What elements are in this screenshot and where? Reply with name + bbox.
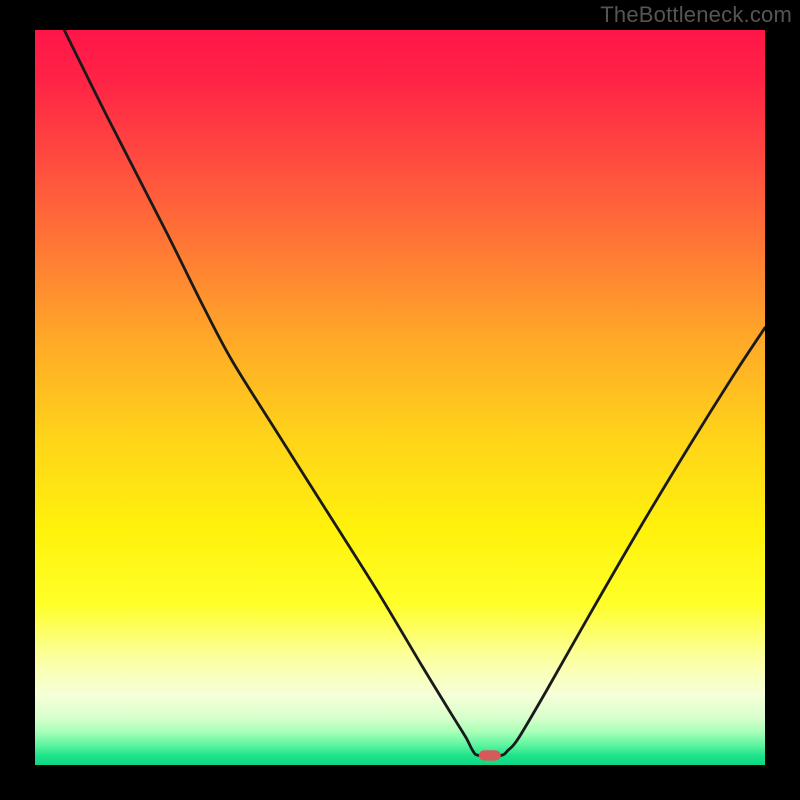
watermark-text: TheBottleneck.com [600,2,792,28]
optimum-marker [479,750,501,760]
plot-area [35,30,765,765]
plot-svg [35,30,765,765]
chart-frame: TheBottleneck.com [0,0,800,800]
gradient-background [35,30,765,765]
